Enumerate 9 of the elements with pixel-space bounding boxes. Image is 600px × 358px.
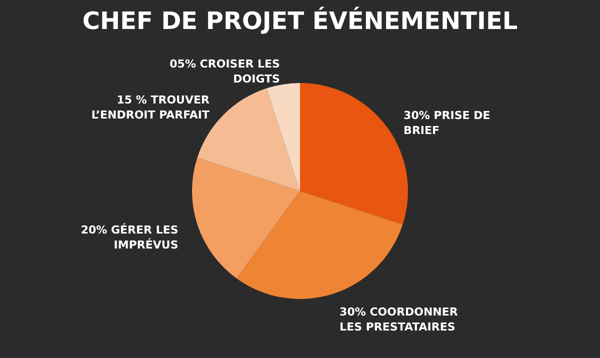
pie-slice <box>236 191 403 299</box>
slice-label: 15 % TROUVER L’ENDROIT PARFAIT <box>91 93 210 122</box>
pie-slice <box>266 83 300 191</box>
chart-title: CHEF DE PROJET ÉVÉNEMENTIEL <box>82 6 518 35</box>
slice-label: 20% GÉRER LES IMPRÉVUS <box>80 222 178 252</box>
slice-label: 05% CROISER LES DOIGTS <box>170 58 280 86</box>
slice-label: 30% PRISE DE BRIEF <box>404 108 490 137</box>
pie-slice <box>192 158 300 278</box>
slice-label: 30% COORDONNER LES PRESTATAIRES <box>340 306 458 334</box>
